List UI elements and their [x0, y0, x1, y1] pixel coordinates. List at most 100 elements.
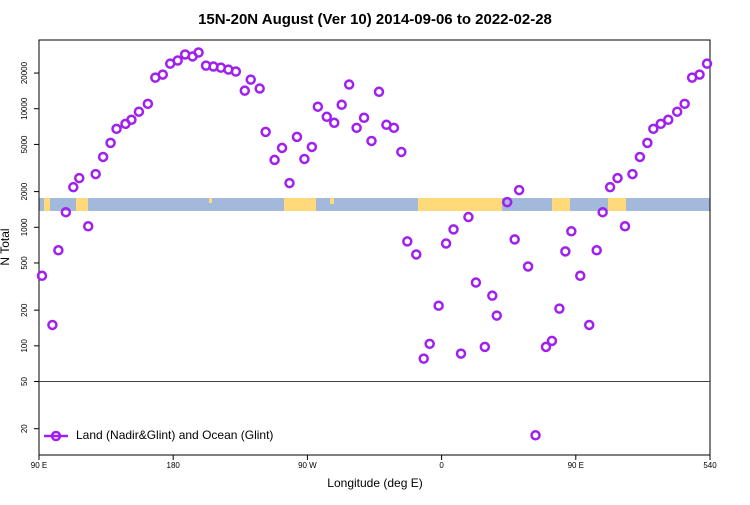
- point: [142, 98, 154, 110]
- point: [260, 126, 271, 138]
- y-tick-label: 1000: [20, 218, 29, 236]
- point: [343, 79, 355, 90]
- point: [509, 234, 520, 245]
- point: [245, 74, 256, 85]
- point: [82, 221, 94, 232]
- point: [546, 335, 558, 347]
- point: [373, 86, 385, 98]
- y-tick-label: 500: [20, 256, 29, 270]
- point: [679, 98, 690, 110]
- point: [358, 112, 370, 124]
- point: [172, 55, 183, 66]
- point: [463, 211, 474, 223]
- point: [470, 277, 482, 288]
- point: [47, 319, 58, 331]
- point: [612, 172, 623, 184]
- point: [60, 206, 72, 218]
- point: [402, 236, 413, 247]
- x-tick-label: 90 W: [298, 461, 317, 470]
- point: [111, 123, 122, 135]
- point: [126, 114, 137, 126]
- point: [269, 154, 280, 166]
- point: [157, 69, 169, 80]
- point: [634, 151, 646, 163]
- point: [230, 66, 242, 77]
- point: [284, 177, 295, 189]
- point: [591, 245, 602, 256]
- point: [701, 58, 713, 69]
- y-tick-label: 200: [20, 303, 29, 317]
- point: [239, 85, 251, 96]
- point: [662, 114, 674, 126]
- point: [597, 206, 608, 218]
- point: [411, 249, 422, 260]
- point: [193, 47, 204, 58]
- point: [74, 172, 85, 184]
- point: [627, 168, 638, 180]
- point: [53, 245, 64, 256]
- plot-frame: [38, 39, 711, 456]
- y-tick-label: 20000: [20, 61, 29, 84]
- y-tick-label: 50: [20, 377, 29, 386]
- point: [388, 122, 400, 134]
- y-tick-label: 10000: [20, 97, 29, 120]
- point: [522, 261, 534, 272]
- point: [540, 341, 552, 353]
- point: [583, 319, 595, 331]
- y-tick-label: 100: [20, 339, 29, 353]
- point: [554, 303, 565, 314]
- point: [291, 131, 303, 143]
- point: [575, 270, 586, 282]
- point: [36, 270, 48, 282]
- legend-label: Land (Nadir&Glint) and Ocean (Glint): [76, 428, 273, 442]
- point: [276, 142, 288, 154]
- point: [105, 137, 116, 149]
- point: [306, 141, 318, 153]
- point: [655, 118, 667, 130]
- point: [424, 338, 435, 350]
- point: [97, 151, 109, 163]
- point: [328, 117, 340, 129]
- point: [619, 221, 631, 232]
- point: [648, 123, 659, 135]
- x-tick-label: 540: [703, 461, 717, 470]
- point: [299, 153, 310, 165]
- point: [312, 101, 324, 112]
- point: [694, 69, 705, 80]
- point: [90, 168, 101, 180]
- point: [336, 99, 347, 111]
- point: [491, 310, 503, 321]
- x-axis-label: Longitude (deg E): [327, 476, 422, 490]
- x-tick-label: 0: [439, 461, 444, 470]
- point: [418, 353, 429, 364]
- point: [68, 181, 79, 193]
- point: [254, 83, 265, 94]
- y-tick-label: 5000: [20, 135, 29, 153]
- point: [351, 122, 362, 134]
- point: [604, 181, 616, 193]
- y-tick-label: 20: [20, 424, 29, 433]
- x-tick-label: 90 E: [31, 461, 47, 470]
- point: [133, 106, 145, 117]
- point: [440, 238, 452, 249]
- x-tick-label: 90 E: [568, 461, 584, 470]
- chart-title: 15N-20N August (Ver 10) 2014-09-06 to 20…: [198, 11, 552, 28]
- point: [396, 146, 407, 158]
- point: [642, 137, 653, 149]
- point: [530, 430, 541, 441]
- point: [566, 226, 577, 237]
- point: [455, 348, 467, 359]
- point: [321, 111, 333, 123]
- point: [448, 224, 459, 235]
- map-strip: [39, 198, 710, 211]
- point: [560, 246, 571, 257]
- point: [513, 184, 525, 196]
- y-axis-label: N Total: [0, 228, 12, 265]
- x-tick-label: 180: [167, 461, 181, 470]
- point: [501, 196, 513, 208]
- y-tick-label: 2000: [20, 182, 29, 200]
- point: [366, 135, 377, 147]
- point: [487, 290, 498, 301]
- point: [433, 300, 444, 311]
